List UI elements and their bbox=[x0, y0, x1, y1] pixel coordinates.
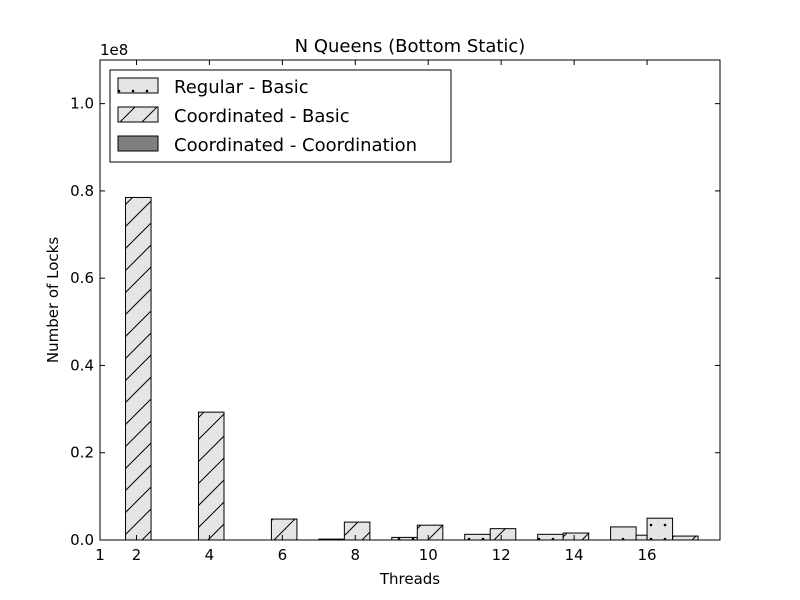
x-tick-label: 8 bbox=[351, 546, 361, 564]
legend-entry-coordinated-basic: Coordinated - Basic bbox=[117, 106, 350, 127]
x-tick-label: 10 bbox=[419, 546, 438, 564]
plot-frame bbox=[99, 59, 721, 541]
x-tick-label: 2 bbox=[132, 546, 142, 564]
x-tick-label: 1 bbox=[95, 546, 105, 564]
bar-regular-basic-6 bbox=[537, 533, 564, 541]
bar-regular-basic-7 bbox=[610, 526, 637, 541]
bar-regular-basic-extra-0 bbox=[646, 517, 674, 541]
legend-swatch-regular-basic bbox=[117, 77, 159, 94]
x-tick-label: 12 bbox=[492, 546, 511, 564]
legend-label-regular-basic: Regular - Basic bbox=[174, 77, 309, 98]
chart-title: N Queens (Bottom Static) bbox=[295, 36, 526, 57]
legend-box bbox=[109, 69, 452, 163]
y-tick-label: 0.6 bbox=[70, 269, 94, 287]
bar-coordinated-basic-4 bbox=[416, 524, 444, 541]
bar-coordinated-basic-6 bbox=[562, 532, 590, 541]
legend-swatch-coordinated-coordination bbox=[117, 135, 159, 152]
y-tick-label: 0.0 bbox=[70, 531, 94, 549]
y-tick-label: 0.4 bbox=[70, 356, 94, 374]
bar-coordinated-basic-extra-1 bbox=[672, 535, 699, 541]
y-axis-label: Number of Locks bbox=[44, 237, 62, 363]
legend-swatch-coordinated-basic bbox=[117, 106, 159, 123]
legend-entry-coordinated-coordination: Coordinated - Coordination bbox=[117, 135, 417, 156]
x-tick-label: 16 bbox=[638, 546, 657, 564]
y-tick-label: 0.8 bbox=[70, 182, 94, 200]
ticks-group: 1 2 4 6 8 10 12 14 160.00.20.40.60.81.0 bbox=[70, 60, 720, 564]
bar-coordinated-basic-3 bbox=[343, 521, 371, 541]
legend: Regular - Basic Coordinated - Basic Coor… bbox=[109, 69, 452, 163]
x-tick-label: 4 bbox=[205, 546, 215, 564]
bars-group bbox=[125, 196, 699, 541]
y-tick-label: 1.0 bbox=[70, 95, 94, 113]
bar-coordinated-basic-1 bbox=[197, 411, 225, 541]
y-tick-label: 0.2 bbox=[70, 444, 94, 462]
x-tick-label: 14 bbox=[565, 546, 584, 564]
bar-coordinated-basic-5 bbox=[489, 528, 517, 541]
legend-entry-regular-basic: Regular - Basic bbox=[117, 77, 309, 98]
bar-coordinated-basic-0 bbox=[125, 196, 152, 541]
y-multiplier: 1e8 bbox=[100, 41, 128, 59]
legend-label-coordinated-basic: Coordinated - Basic bbox=[174, 106, 350, 127]
x-axis-label: Threads bbox=[379, 570, 440, 588]
x-tick-label: 6 bbox=[278, 546, 288, 564]
legend-label-coordinated-coordination: Coordinated - Coordination bbox=[174, 135, 417, 156]
bar-regular-basic-5 bbox=[464, 533, 491, 541]
bar-coordinated-basic-2 bbox=[270, 518, 298, 541]
